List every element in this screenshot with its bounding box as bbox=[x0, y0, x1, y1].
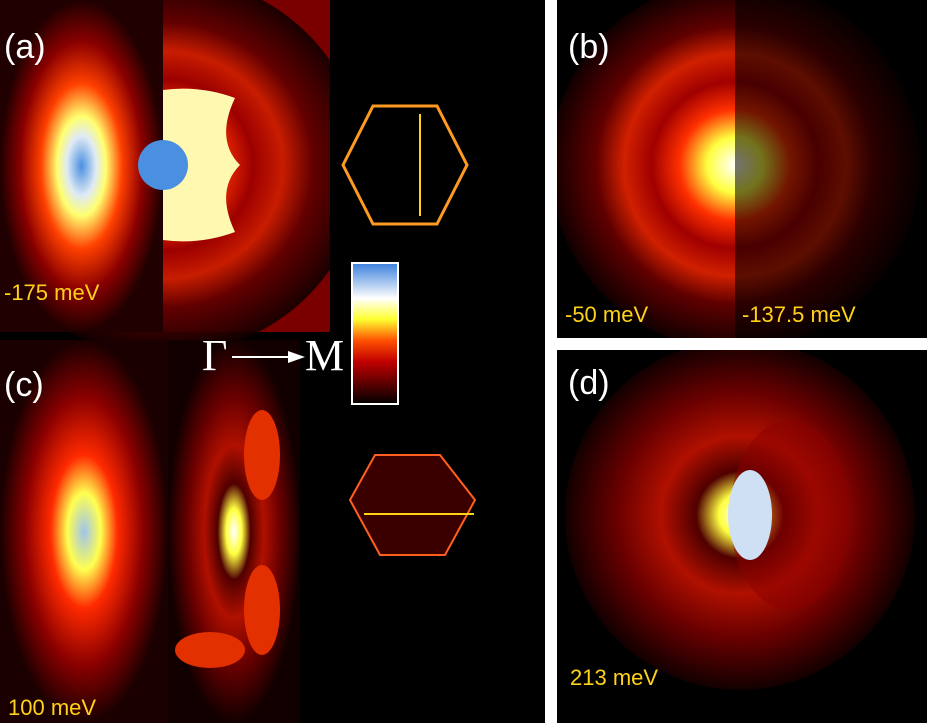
lobe bbox=[175, 632, 245, 668]
arrow-head bbox=[288, 351, 305, 363]
center bbox=[728, 470, 772, 560]
fermi-hexagon bbox=[341, 104, 469, 226]
energy-label: 100 meV bbox=[8, 695, 96, 720]
colorbar bbox=[351, 262, 399, 405]
star-feature bbox=[163, 88, 240, 242]
energy-label: -175 meV bbox=[4, 280, 100, 305]
energy-label: -50 meV bbox=[565, 302, 648, 327]
map-measured bbox=[735, 0, 927, 338]
map-simulated bbox=[168, 340, 300, 723]
panel-label: (c) bbox=[4, 366, 44, 404]
map-measured bbox=[0, 340, 168, 723]
panel-label: (d) bbox=[568, 364, 610, 402]
energy-label: 213 meV bbox=[570, 665, 658, 690]
panel-label: (b) bbox=[568, 28, 610, 66]
m-point: M bbox=[305, 331, 344, 380]
separator bbox=[545, 0, 557, 723]
fermi-hexagon bbox=[348, 454, 477, 556]
center bbox=[138, 140, 188, 190]
separator bbox=[557, 338, 927, 350]
map-measured bbox=[730, 420, 850, 610]
lobe bbox=[244, 565, 280, 655]
map-measured bbox=[0, 0, 163, 332]
gamma: Γ bbox=[202, 331, 227, 380]
panel-label: (a) bbox=[4, 28, 46, 66]
lobe bbox=[244, 410, 280, 500]
energy-label: -137.5 meV bbox=[742, 302, 856, 327]
